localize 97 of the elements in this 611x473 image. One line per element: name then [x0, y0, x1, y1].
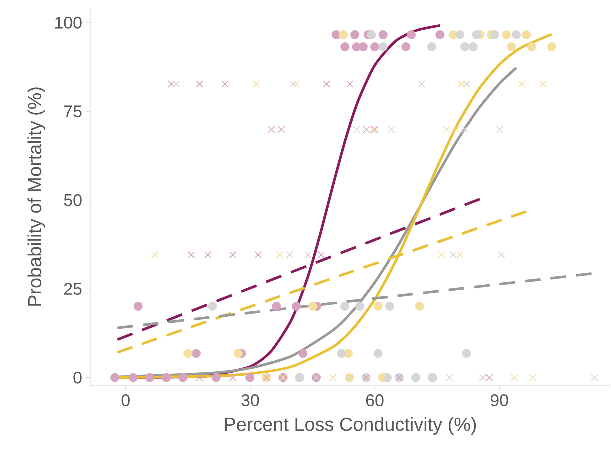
point [388, 126, 396, 134]
point [407, 30, 416, 40]
x-axis-title: Percent Loss Conductivity (%) [225, 417, 476, 435]
y-tick-label: 100 [56, 16, 82, 29]
point [374, 302, 383, 311]
point [192, 349, 201, 358]
point [290, 80, 297, 88]
y-tick-label: 50 [64, 194, 82, 206]
point [472, 30, 482, 40]
point [507, 42, 516, 52]
point [110, 373, 120, 382]
point [353, 126, 360, 134]
point [188, 251, 196, 259]
point [308, 302, 318, 311]
point [204, 251, 212, 259]
point [378, 42, 388, 52]
x-tick-label: 90 [490, 394, 508, 406]
point [212, 373, 221, 382]
y-tick-label: 0 [74, 372, 82, 384]
point [453, 126, 460, 134]
point [415, 302, 424, 311]
point [229, 251, 237, 259]
point [286, 251, 294, 259]
point [168, 80, 176, 88]
x-tick-label: 60 [366, 394, 384, 406]
point [323, 80, 330, 88]
point [134, 302, 143, 311]
point [458, 80, 466, 88]
point [370, 42, 380, 52]
point [340, 302, 350, 311]
point [486, 374, 494, 382]
point [374, 349, 383, 358]
y-axis-title: Probability of Mortality (%) [28, 88, 46, 306]
point [591, 374, 598, 382]
point [367, 30, 376, 40]
point [340, 42, 350, 52]
point [145, 373, 154, 382]
point [350, 30, 360, 40]
point [196, 374, 204, 382]
point [518, 80, 526, 88]
point [540, 80, 548, 88]
point [253, 80, 260, 88]
point [456, 30, 465, 40]
point [292, 302, 302, 311]
point [490, 30, 500, 40]
point [463, 80, 470, 88]
point [208, 302, 218, 311]
point [329, 374, 337, 382]
point [547, 42, 556, 52]
point [502, 30, 512, 40]
point [356, 302, 365, 311]
point [298, 349, 308, 358]
point [496, 126, 504, 134]
point [418, 80, 426, 88]
point [456, 251, 464, 259]
point [221, 80, 229, 88]
point [276, 251, 284, 259]
point [151, 251, 159, 259]
point [337, 349, 346, 358]
point [346, 80, 354, 88]
point [460, 42, 470, 52]
point [427, 42, 436, 52]
point [450, 251, 458, 259]
point [338, 30, 348, 40]
x-tick-label: 0 [122, 394, 130, 406]
point [529, 374, 536, 382]
point [229, 374, 237, 382]
point [438, 251, 446, 259]
point [184, 349, 193, 358]
point [378, 30, 388, 40]
point [246, 373, 255, 382]
point [443, 126, 450, 134]
point [462, 349, 472, 358]
point [272, 302, 282, 311]
point [468, 42, 478, 52]
point [385, 302, 394, 311]
point [318, 251, 326, 259]
point [234, 349, 243, 358]
point [292, 80, 300, 88]
point [498, 251, 506, 259]
point [304, 251, 312, 259]
point [527, 42, 536, 52]
point [172, 80, 180, 88]
point [512, 30, 522, 40]
point [268, 126, 276, 134]
y-tick-label: 75 [64, 106, 82, 118]
point [402, 42, 411, 52]
y-tick-label: 25 [64, 283, 82, 296]
point [178, 373, 188, 382]
x-tick-label: 30 [242, 394, 260, 406]
point [436, 30, 445, 40]
point [522, 30, 532, 40]
point [278, 126, 286, 134]
point [196, 80, 204, 88]
point [254, 251, 262, 259]
point [510, 374, 518, 382]
point [461, 126, 469, 134]
